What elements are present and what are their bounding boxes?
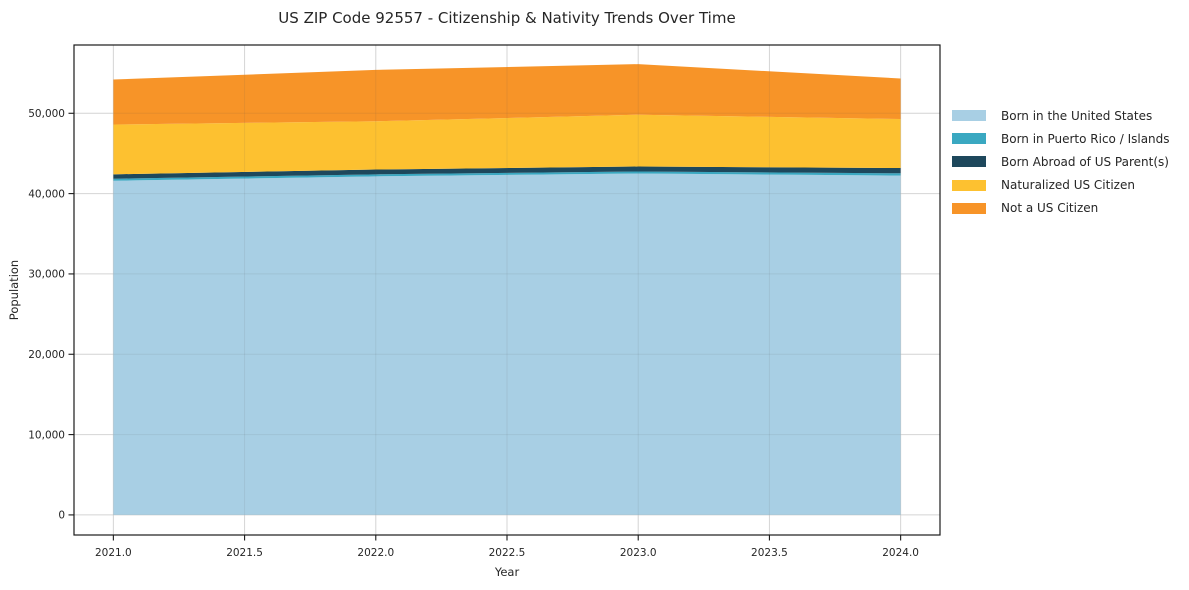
x-tick-label: 2021.5 [226,547,263,559]
chart-title: US ZIP Code 92557 - Citizenship & Nativi… [278,9,736,27]
legend-item-born-abroad-of-us-parent-s: Born Abroad of US Parent(s) [952,150,1170,173]
legend: Born in the United States Born in Puerto … [952,104,1170,220]
y-tick-label: 40,000 [28,188,65,200]
area-naturalized-us-citizen [113,114,901,175]
y-tick-label: 30,000 [28,269,65,281]
legend-label: Born in the United States [1001,108,1153,123]
y-tick-label: 20,000 [28,349,65,361]
legend-item-born-in-the-united-states: Born in the United States [952,104,1170,127]
legend-swatch [952,202,986,214]
legend-label: Naturalized US Citizen [1001,178,1135,193]
area-born-in-puerto-rico-islands [113,171,901,181]
x-tick-label: 2023.0 [620,547,657,559]
legend-swatch [952,179,986,191]
legend-label: Not a US Citizen [1001,201,1099,216]
area-born-abroad-of-us-parent-s [113,166,901,179]
area-born-in-the-united-states [113,173,901,515]
x-tick-label: 2021.0 [95,547,132,559]
legend-swatch [952,110,986,122]
legend-item-born-in-puerto-rico-islands: Born in Puerto Rico / Islands [952,127,1170,150]
x-axis-label: Year [494,565,520,579]
x-tick-label: 2023.5 [751,547,788,559]
y-tick-label: 10,000 [28,429,65,441]
legend-swatch [952,156,986,168]
legend-label: Born in Puerto Rico / Islands [1001,131,1170,146]
x-tick-label: 2022.0 [357,547,394,559]
x-tick-label: 2024.0 [882,547,919,559]
legend-label: Born Abroad of US Parent(s) [1001,154,1169,169]
y-tick-label: 0 [58,510,65,522]
area-not-a-us-citizen [113,64,901,125]
legend-item-not-a-us-citizen: Not a US Citizen [952,197,1170,220]
x-tick-label: 2022.5 [489,547,526,559]
legend-item-naturalized-us-citizen: Naturalized US Citizen [952,174,1170,197]
legend-swatch [952,133,986,145]
y-tick-label: 50,000 [28,108,65,120]
